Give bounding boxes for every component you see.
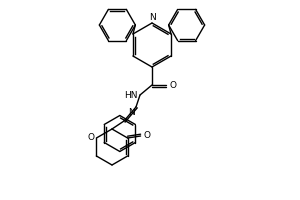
Text: O: O (169, 82, 176, 90)
Text: N: N (148, 12, 155, 21)
Text: HN: HN (124, 92, 138, 100)
Text: O: O (87, 134, 94, 142)
Text: N: N (128, 108, 135, 117)
Text: O: O (144, 130, 151, 140)
